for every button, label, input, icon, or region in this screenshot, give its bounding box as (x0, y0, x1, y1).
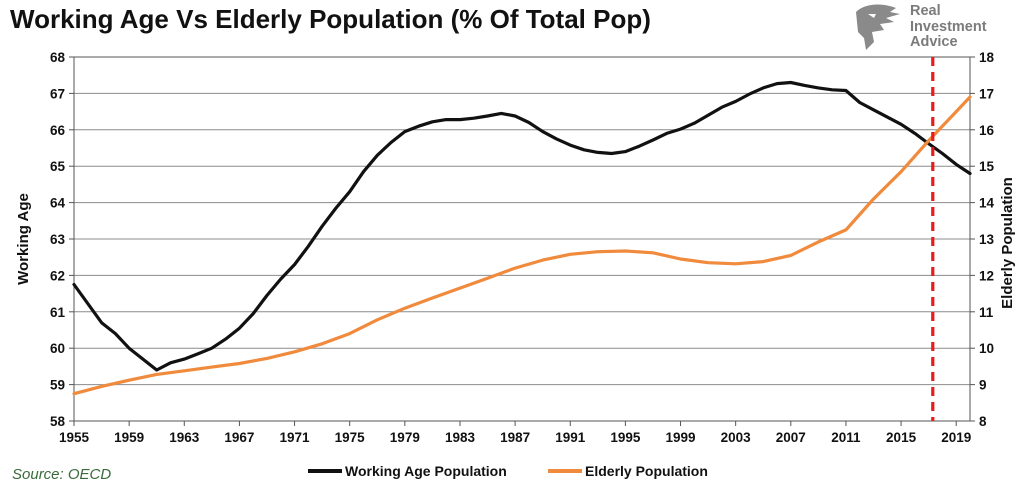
x-tick-label-1991: 1991 (555, 430, 586, 445)
left-tick-label-59: 59 (50, 378, 65, 393)
x-tick-label-1955: 1955 (59, 430, 90, 445)
x-tick-label-1967: 1967 (224, 430, 254, 445)
left-tick-label-60: 60 (50, 341, 65, 356)
legend-label-working-age: Working Age Population (345, 463, 507, 479)
chart-title: Working Age Vs Elderly Population (% Of … (10, 4, 651, 34)
x-tick-label-1999: 1999 (665, 430, 695, 445)
left-tick-label-62: 62 (50, 268, 65, 283)
x-tick-label-2011: 2011 (831, 430, 861, 445)
right-tick-label-13: 13 (979, 232, 995, 247)
right-tick-label-8: 8 (979, 414, 987, 429)
right-tick-label-9: 9 (979, 378, 987, 393)
legend-item-elderly: Elderly Population (548, 463, 708, 479)
x-tick-label-2015: 2015 (886, 430, 917, 445)
legend-swatch-elderly (548, 469, 582, 473)
x-tick-label-1987: 1987 (500, 430, 530, 445)
left-tick-label-63: 63 (50, 232, 66, 247)
right-tick-label-10: 10 (979, 341, 994, 356)
x-tick-label-1979: 1979 (390, 430, 420, 445)
right-tick-label-16: 16 (979, 123, 995, 138)
right-tick-label-12: 12 (979, 268, 994, 283)
left-tick-label-68: 68 (50, 50, 66, 65)
left-tick-label-58: 58 (50, 414, 66, 429)
x-tick-label-1959: 1959 (114, 430, 144, 445)
legend-swatch-working-age (308, 469, 342, 473)
series-line-elderly (72, 95, 972, 396)
logo-text: Real Investment Advice (910, 3, 987, 51)
x-tick-label-1963: 1963 (169, 430, 200, 445)
x-tick-label-1971: 1971 (280, 430, 311, 445)
left-tick-label-66: 66 (50, 123, 66, 138)
series-lines (72, 80, 972, 396)
left-tick-label-67: 67 (50, 86, 65, 101)
left-tick-label-65: 65 (50, 159, 66, 174)
left-tick-label-61: 61 (50, 305, 66, 320)
x-axis-ticks: 1955 1959 1963 1967 1971 1975 1979 1983 1987 1991… (59, 421, 971, 445)
eagle-logo-icon (856, 4, 900, 51)
legend-item-working-age: Working Age Population (308, 463, 507, 479)
x-tick-label-2019: 2019 (941, 430, 971, 445)
left-tick-label-64: 64 (50, 196, 66, 211)
x-tick-label-1983: 1983 (445, 430, 476, 445)
logo-line-2: Investment (910, 18, 987, 35)
x-tick-label-2003: 2003 (721, 430, 752, 445)
logo: Real Investment Advice (850, 2, 1000, 52)
logo-line-3: Advice (910, 34, 958, 50)
source-note: Source: OECD (12, 466, 112, 483)
x-tick-label-1975: 1975 (335, 430, 366, 445)
x-tick-label-2007: 2007 (776, 430, 806, 445)
right-axis-title: Elderly Population (999, 177, 1016, 309)
series-line-working-age (72, 80, 972, 372)
left-axis-ticks: 58 59 60 61 62 63 64 65 66 67 68 (50, 50, 74, 429)
right-axis-ticks: 8 9 10 11 12 13 14 15 16 17 18 (970, 50, 995, 429)
right-tick-label-11: 11 (979, 305, 994, 320)
right-tick-label-17: 17 (979, 86, 994, 101)
right-tick-label-15: 15 (979, 159, 995, 174)
logo-line-1: Real (910, 3, 941, 19)
x-tick-label-1995: 1995 (610, 430, 641, 445)
right-tick-label-14: 14 (979, 196, 995, 211)
left-axis-title: Working Age (15, 193, 32, 285)
legend-label-elderly: Elderly Population (585, 463, 708, 479)
right-tick-label-18: 18 (979, 50, 995, 65)
